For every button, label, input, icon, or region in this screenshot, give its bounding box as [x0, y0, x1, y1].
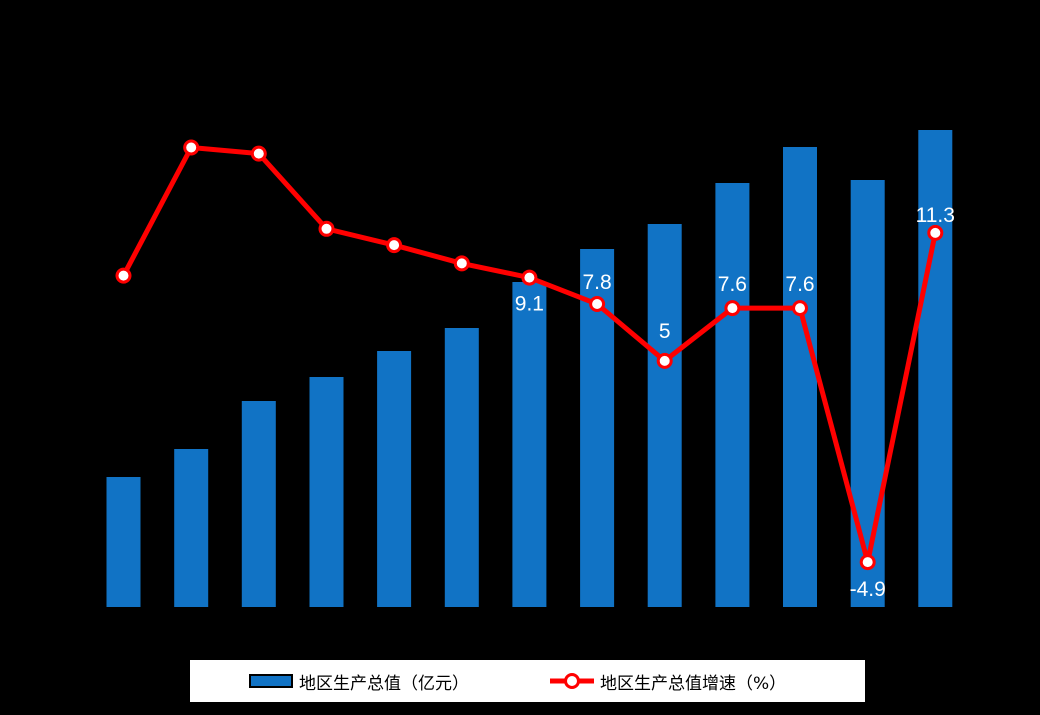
growth-marker — [724, 300, 741, 317]
bar-series-label: 地区生产总值（亿元） — [299, 673, 469, 694]
growth-value-labels: 9.1 7.8 5 7.6 7.6 -4.9 11.3 — [515, 204, 955, 601]
growth-marker — [589, 296, 606, 312]
gdp-bar — [241, 401, 276, 607]
gdp-bar — [918, 130, 953, 607]
growth-marker — [927, 224, 944, 241]
growth-marker — [521, 269, 538, 286]
growth-marker — [115, 267, 132, 284]
growth-value-label: 5 — [659, 320, 671, 343]
growth-value-label: 7.8 — [582, 271, 611, 294]
gdp-bar — [647, 224, 682, 607]
growth-markers — [115, 139, 944, 571]
gdp-bar — [106, 477, 141, 607]
growth-value-label: 7.6 — [785, 273, 814, 296]
gdp-bar — [377, 351, 412, 607]
growth-marker — [859, 554, 876, 571]
gdp-bar — [783, 147, 817, 607]
line-series-marker-icon — [550, 673, 594, 689]
legend-entry-gdp: 地区生产总值（亿元） — [249, 660, 469, 702]
gdp-bar — [309, 377, 344, 607]
growth-value-label: 11.3 — [916, 204, 955, 227]
growth-value-label: 7.6 — [718, 273, 747, 296]
line-series-label: 地区生产总值增速（%） — [600, 673, 787, 694]
growth-marker — [318, 220, 335, 237]
gdp-bar — [512, 282, 547, 607]
gdp-bar — [174, 449, 209, 607]
growth-marker — [386, 237, 403, 254]
legend-entry-growth: 地区生产总值增速（%） — [550, 660, 786, 702]
bar-series-swatch-icon — [249, 674, 293, 688]
gdp-bar — [444, 328, 479, 607]
bar-series — [106, 130, 953, 607]
growth-value-label: 9.1 — [515, 293, 544, 316]
growth-marker — [453, 255, 470, 272]
growth-marker — [792, 300, 808, 317]
growth-marker — [183, 139, 200, 156]
growth-marker — [250, 145, 267, 162]
chart-legend: 地区生产总值（亿元） 地区生产总值增速（%） — [188, 658, 867, 704]
gdp-bar — [715, 183, 750, 607]
gdp-bar — [850, 180, 885, 607]
growth-value-label: -4.9 — [850, 578, 886, 601]
growth-marker — [656, 352, 673, 369]
